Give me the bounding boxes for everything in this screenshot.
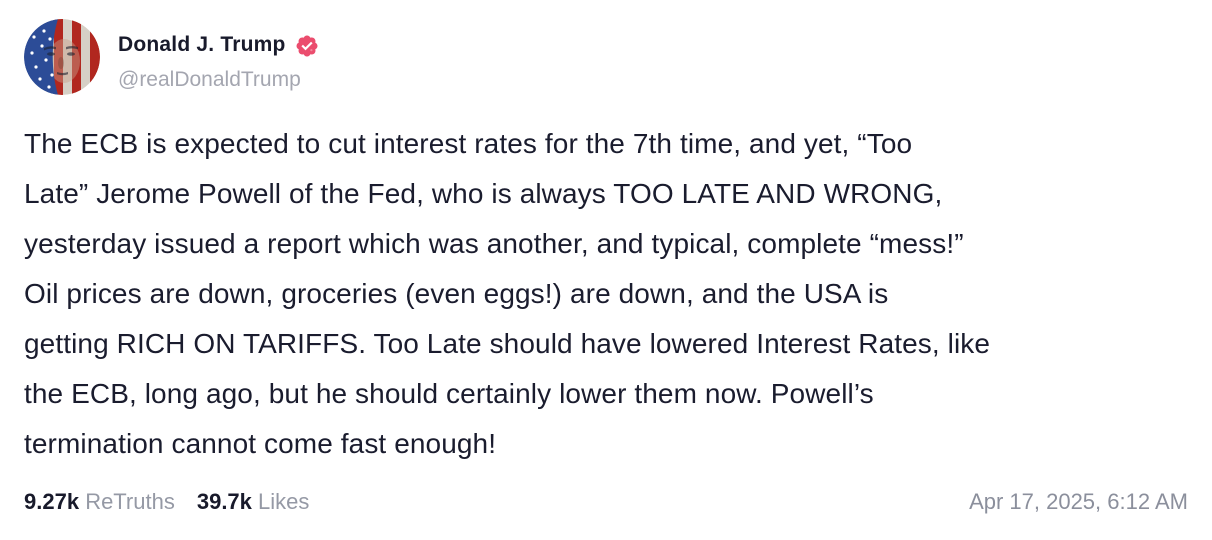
post-body-line: The ECB is expected to cut interest rate… bbox=[24, 128, 913, 159]
post-footer: 9.27k ReTruths 39.7k Likes Apr 17, 2025,… bbox=[24, 489, 1188, 515]
post-body-line: the ECB, long ago, but he should certain… bbox=[24, 378, 874, 409]
likes-count: 39.7k bbox=[196, 489, 252, 514]
author-display-name[interactable]: Donald J. Trump bbox=[118, 33, 286, 56]
author-handle[interactable]: @realDonaldTrump bbox=[118, 68, 301, 91]
avatar[interactable] bbox=[24, 19, 100, 95]
likes-label: Likes bbox=[258, 489, 310, 514]
author-name-row: Donald J. Trump bbox=[118, 32, 319, 58]
likes-stat[interactable]: 39.7k Likes bbox=[197, 489, 310, 515]
post-body-line: getting RICH ON TARIFFS. Too Late should… bbox=[24, 328, 991, 359]
retruths-stat[interactable]: 9.27k ReTruths bbox=[24, 489, 175, 515]
timestamp: Apr 17, 2025, 6:12 AM bbox=[969, 489, 1188, 514]
author-identity: Donald J. Trump @realDonaldTrump bbox=[118, 22, 319, 92]
post-header: Donald J. Trump @realDonaldTrump bbox=[24, 16, 1188, 98]
post-body-line: Oil prices are down, groceries (even egg… bbox=[24, 278, 889, 309]
verified-badge-icon bbox=[295, 34, 319, 58]
post-stats: 9.27k ReTruths 39.7k Likes bbox=[24, 489, 309, 515]
post-body: The ECB is expected to cut interest rate… bbox=[24, 119, 1188, 469]
post-body-line: yesterday issued a report which was anot… bbox=[24, 228, 964, 259]
avatar-image bbox=[24, 19, 100, 95]
retruths-count: 9.27k bbox=[24, 489, 80, 514]
retruths-label: ReTruths bbox=[85, 489, 175, 514]
post-body-line: Late” Jerome Powell of the Fed, who is a… bbox=[24, 178, 943, 209]
post-body-line: termination cannot come fast enough! bbox=[24, 428, 497, 459]
